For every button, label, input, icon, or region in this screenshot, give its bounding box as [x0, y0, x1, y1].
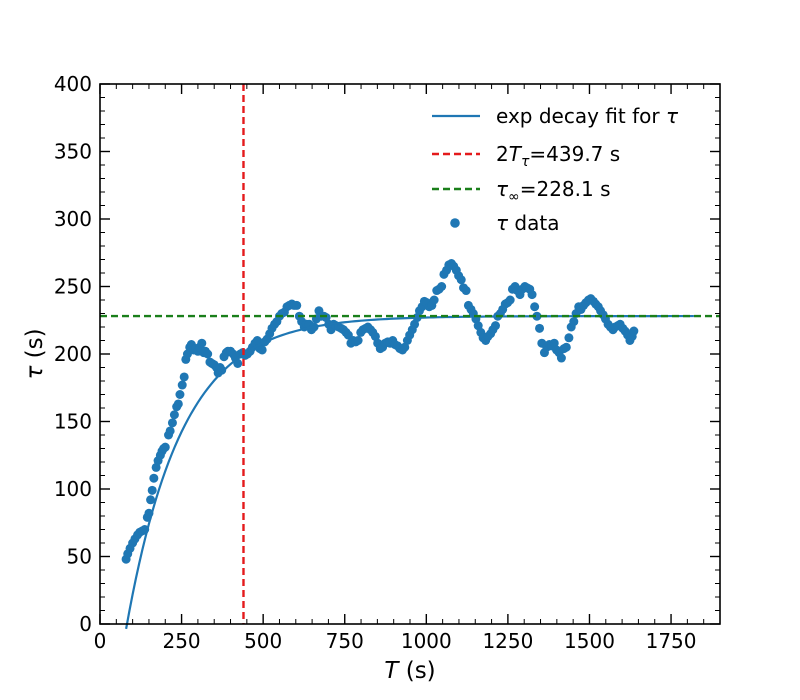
data-point: [217, 365, 227, 375]
legend-entry-hline: τ∞=228.1 s: [432, 177, 611, 205]
data-point: [629, 326, 639, 336]
legend-vline-label: 2Tτ=439.7 s: [496, 142, 620, 170]
data-point: [252, 336, 262, 345]
data-point: [456, 275, 466, 285]
data-point: [549, 338, 559, 348]
y-tick-label: 300: [54, 207, 92, 231]
data-point: [173, 399, 183, 409]
data-point: [167, 418, 177, 428]
plot-frame: [99, 83, 721, 625]
data-point: [400, 342, 410, 352]
data-point: [473, 321, 483, 331]
x-tick-label: 750: [326, 629, 364, 653]
y-axis-label: τ (s): [22, 328, 48, 379]
data-point: [429, 295, 439, 305]
y-tick-label: 200: [54, 342, 92, 366]
legend-hline-label: τ∞=228.1 s: [496, 177, 611, 205]
legend-data-label: τ data: [496, 211, 559, 235]
data-point: [561, 342, 571, 352]
data-point: [505, 295, 515, 305]
y-tick-label: 400: [54, 72, 92, 96]
data-point: [146, 495, 156, 505]
data-point: [292, 300, 302, 310]
x-axis-label: T (s): [384, 658, 435, 684]
legend-entry-data: τ data: [450, 211, 559, 235]
x-tick-label: 1000: [401, 629, 452, 653]
x-tick-label: 1750: [646, 629, 697, 653]
y-tick-label: 0: [79, 612, 92, 636]
x-tick-label: 1500: [564, 629, 615, 653]
x-tick-label: 0: [94, 629, 107, 653]
legend-data-swatch: [450, 218, 460, 228]
data-point: [151, 462, 161, 472]
plot-area: [100, 84, 720, 630]
data-point: [564, 333, 574, 343]
data-point: [203, 349, 213, 359]
data-point: [179, 372, 189, 382]
data-point: [556, 353, 566, 363]
y-tick-label: 350: [54, 140, 92, 164]
legend: exp decay fit for τ 2Tτ=439.7 s τ∞=228.1…: [432, 104, 679, 235]
data-point: [175, 390, 185, 399]
data-point: [370, 331, 380, 341]
data-point: [147, 485, 157, 495]
legend-entry-fit: exp decay fit for τ: [432, 104, 679, 128]
data-point: [177, 380, 187, 390]
data-point: [410, 319, 420, 329]
y-tick-label: 100: [54, 477, 92, 501]
data-point: [165, 426, 175, 436]
y-axis: 0 50 100 150 200 250 300 350 400: [54, 72, 720, 636]
x-tick-label: 250: [162, 629, 200, 653]
data-point: [535, 323, 545, 333]
data-point: [257, 345, 267, 355]
y-tick-label: 250: [54, 275, 92, 299]
data-point: [149, 473, 159, 483]
data-point: [353, 336, 363, 345]
y-tick-label: 50: [67, 545, 92, 569]
data-point: [461, 286, 471, 296]
legend-fit-label: exp decay fit for τ: [496, 104, 679, 128]
data-point: [169, 410, 179, 420]
data-point: [437, 282, 447, 291]
y-tick-label: 150: [54, 410, 92, 434]
x-tick-label: 1250: [482, 629, 533, 653]
x-tick-label: 500: [244, 629, 282, 653]
data-point: [527, 290, 537, 300]
data-point: [530, 302, 540, 312]
legend-entry-vline: 2Tτ=439.7 s: [432, 142, 620, 170]
x-axis: 0 250 500 750 1000 1250 1500 1750: [94, 84, 721, 653]
data-point: [569, 317, 579, 327]
data-point: [490, 321, 500, 331]
data-point: [197, 338, 207, 348]
data-point: [160, 442, 170, 452]
